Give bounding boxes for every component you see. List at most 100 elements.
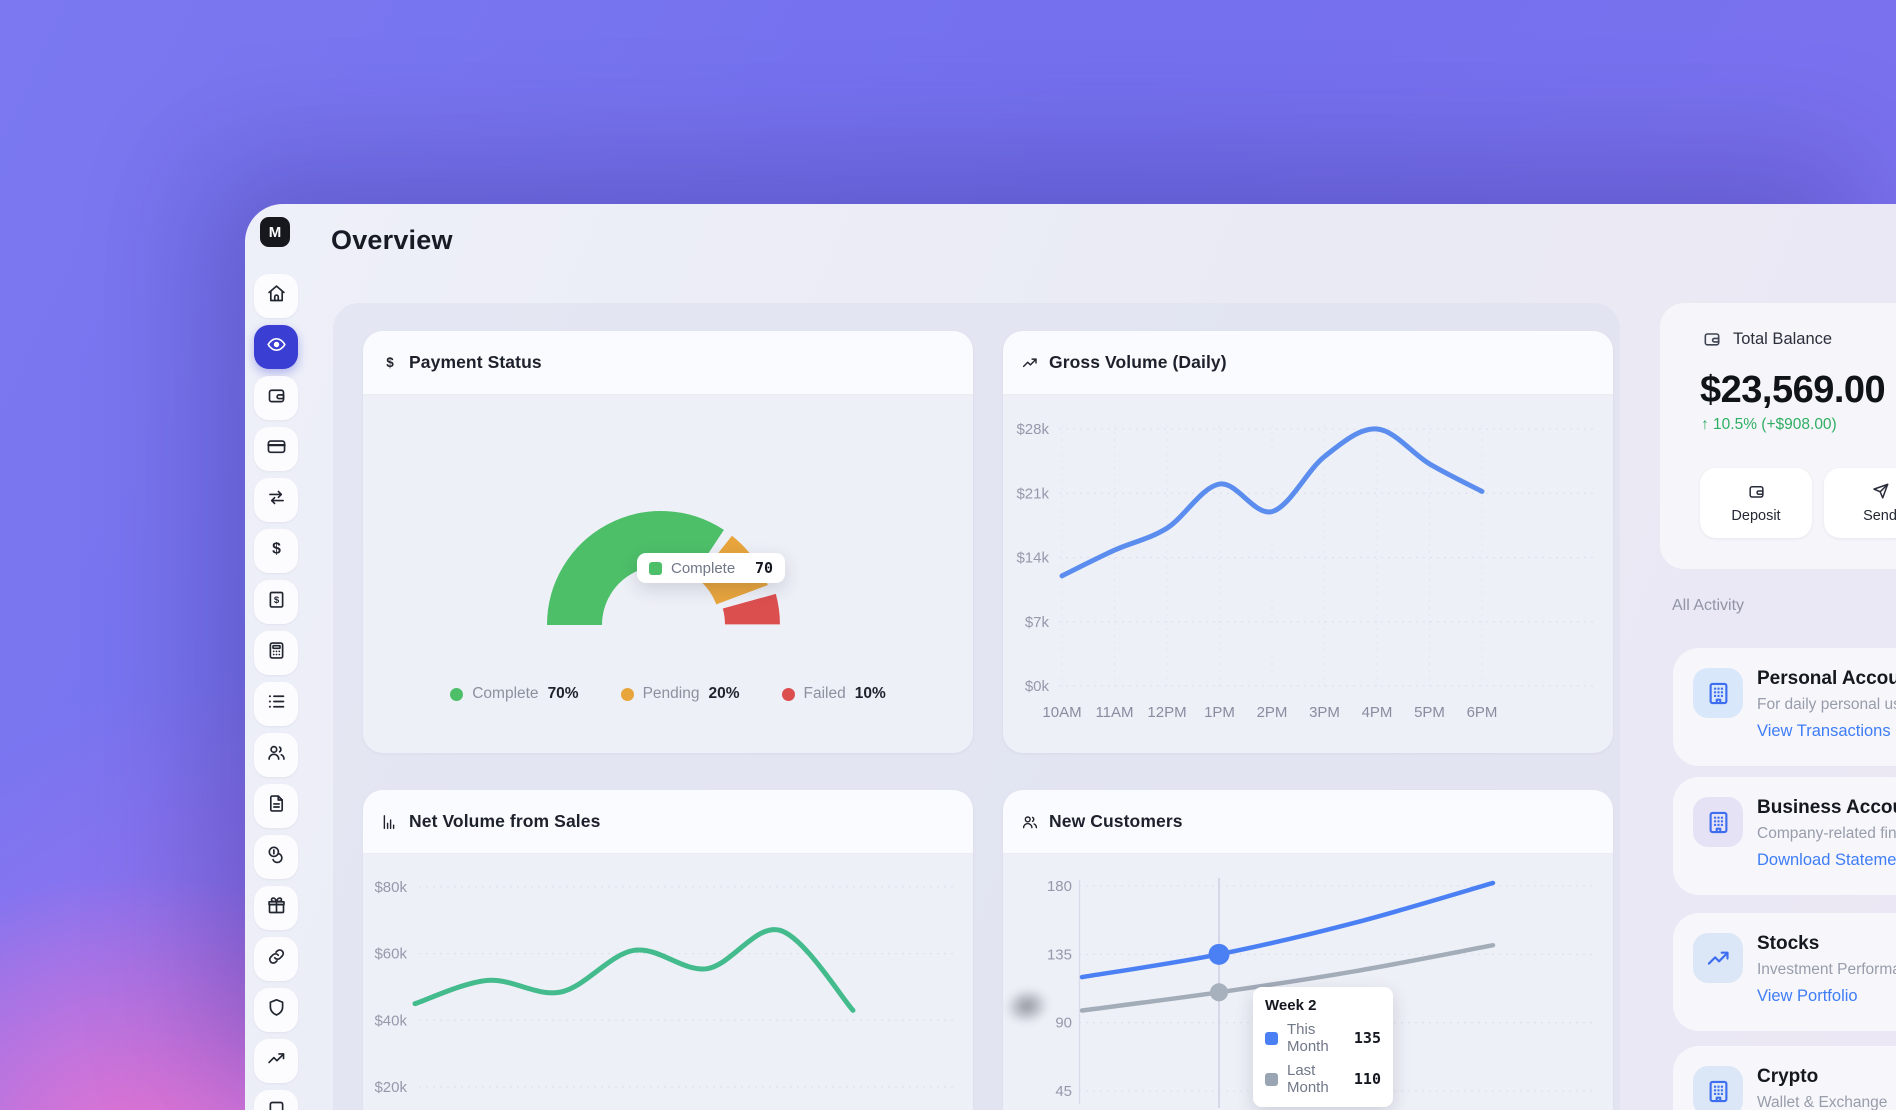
trending-up-icon: [266, 1048, 287, 1074]
gauge-tooltip-label: Complete: [671, 559, 736, 577]
sidebar-item-payments[interactable]: $: [254, 529, 298, 573]
stocks-card[interactable]: Stocks Investment Performance View Portf…: [1673, 913, 1896, 1031]
new-customers-card: New Customers 45 90 135 180 Week 2 This Mon…: [1003, 790, 1613, 1110]
sidebar-item-security[interactable]: [254, 988, 298, 1032]
tooltip-value: 110: [1353, 1070, 1381, 1088]
business-account-card[interactable]: Business Account Company-related finance…: [1673, 777, 1896, 895]
trending-up-icon: [1693, 933, 1743, 983]
coins-icon: [266, 844, 287, 870]
svg-text:$21k: $21k: [1016, 485, 1049, 502]
net-volume-card: Net Volume from Sales $20k $40k $60k $80k: [363, 790, 973, 1110]
balance-label: Total Balance: [1733, 329, 1833, 348]
personal-account-card[interactable]: Personal Account For daily personal use …: [1673, 648, 1896, 766]
balance-amount: $23,569.00: [1700, 369, 1886, 411]
all-activity-heading: All Activity: [1672, 597, 1745, 614]
svg-text:$: $: [386, 355, 394, 370]
send-button[interactable]: Send: [1824, 468, 1896, 538]
legend-label: Complete: [472, 685, 539, 702]
sidebar-item-links[interactable]: [254, 937, 298, 981]
svg-text:180: 180: [1047, 878, 1072, 895]
sidebar-item-documents[interactable]: [254, 784, 298, 828]
calculator-icon: [266, 640, 287, 666]
legend-complete: Complete 70%: [450, 685, 579, 703]
wallet-icon: [1747, 482, 1766, 501]
sidebar-item-devices[interactable]: [254, 1090, 298, 1110]
tooltip-row-last-month: Last Month 110: [1265, 1062, 1381, 1096]
gross-volume-chart: 10AM 11AM 12PM 1PM 2PM 3PM 4PM 5PM 6PM $0k $7k $14k…: [1016, 421, 1595, 721]
account-title: Personal Account: [1757, 668, 1896, 689]
sidebar-item-transfers[interactable]: [254, 478, 298, 522]
svg-text:6PM: 6PM: [1467, 704, 1498, 721]
net-volume-title: Net Volume from Sales: [409, 811, 601, 831]
payment-status-title: Payment Status: [409, 352, 542, 372]
balance-change: ↑ 10.5% (+$908.00): [1701, 416, 1837, 433]
svg-text:12PM: 12PM: [1147, 704, 1186, 721]
dollar-icon: $: [266, 538, 287, 564]
account-subtitle: Investment Performance: [1757, 961, 1896, 978]
sidebar-item-cards[interactable]: [254, 427, 298, 471]
app-logo: M: [260, 217, 290, 247]
send-label: Send: [1863, 508, 1896, 524]
shield-icon: [266, 997, 287, 1023]
new-customers-title: New Customers: [1049, 811, 1183, 831]
deposit-button[interactable]: Deposit: [1700, 468, 1812, 538]
account-subtitle: Wallet & Exchange: [1757, 1094, 1888, 1110]
list-icon: [266, 691, 287, 717]
net-volume-chart: $20k $40k $60k $80k: [374, 879, 955, 1096]
customers-tooltip: Week 2 This Month 135 Last Month 110: [1253, 987, 1393, 1107]
sidebar-item-invoices[interactable]: $: [254, 580, 298, 624]
sidebar-item-home[interactable]: [254, 274, 298, 318]
sidebar-item-lists[interactable]: [254, 682, 298, 726]
balance-actions: Deposit Send: [1700, 468, 1896, 538]
transfers-icon: [266, 487, 287, 513]
sidebar-item-analytics[interactable]: [254, 1039, 298, 1083]
eye-icon: [266, 334, 287, 360]
building-icon: [1693, 797, 1743, 847]
sidebar-item-overview[interactable]: [254, 325, 298, 369]
building-icon: [1693, 668, 1743, 718]
sidebar: $ $: [254, 274, 298, 1110]
tooltip-label: This Month: [1287, 1021, 1329, 1055]
legend-value: 10%: [854, 685, 886, 702]
svg-text:$60k: $60k: [374, 946, 407, 963]
app-window: M Overview $ $ $ Payment Status Complete …: [245, 204, 1896, 1110]
tooltip-row-this-month: This Month 135: [1265, 1021, 1381, 1055]
account-subtitle: For daily personal use: [1757, 696, 1896, 713]
tooltip-label: Last Month: [1287, 1062, 1329, 1096]
download-statement-link[interactable]: Download Statement: [1757, 851, 1896, 869]
legend-label: Pending: [642, 685, 700, 702]
legend-failed: Failed 10%: [781, 685, 886, 703]
view-transactions-link[interactable]: View Transactions: [1757, 722, 1891, 740]
sidebar-item-customers[interactable]: [254, 733, 298, 777]
svg-text:10AM: 10AM: [1042, 704, 1081, 721]
legend-label: Failed: [803, 685, 846, 702]
svg-text:$0k: $0k: [1025, 678, 1050, 695]
gross-volume-title: Gross Volume (Daily): [1049, 352, 1227, 372]
svg-text:$20k: $20k: [374, 1079, 407, 1096]
trending-up-icon: [1021, 354, 1039, 372]
bar-chart-icon: [381, 813, 399, 831]
legend-value: 70%: [547, 685, 579, 702]
sidebar-item-rewards[interactable]: [254, 886, 298, 930]
total-balance-card: Total Balance $23,569.00 ↑ 10.5% (+$908.…: [1660, 303, 1896, 569]
send-icon: [1871, 482, 1890, 501]
dollar-icon: $: [381, 354, 399, 372]
crypto-card[interactable]: Crypto Wallet & Exchange: [1673, 1046, 1896, 1110]
home-icon: [266, 283, 287, 309]
svg-text:4PM: 4PM: [1362, 704, 1393, 721]
svg-text:135: 135: [1047, 946, 1072, 963]
view-portfolio-link[interactable]: View Portfolio: [1757, 987, 1858, 1005]
gauge-tooltip: Complete 70: [637, 553, 785, 583]
sidebar-item-calculator[interactable]: [254, 631, 298, 675]
pending-dot: [620, 687, 634, 701]
svg-text:$40k: $40k: [374, 1012, 407, 1029]
svg-text:$: $: [273, 595, 279, 606]
gauge-tooltip-value: 70: [754, 559, 773, 577]
payment-status-header: $ Payment Status: [363, 331, 973, 395]
svg-text:5PM: 5PM: [1414, 704, 1445, 721]
sidebar-item-wallet[interactable]: [254, 376, 298, 420]
new-customers-chart: 45 90 135 180: [1047, 878, 1595, 1108]
account-title: Stocks: [1757, 933, 1820, 954]
sidebar-item-coins[interactable]: [254, 835, 298, 879]
